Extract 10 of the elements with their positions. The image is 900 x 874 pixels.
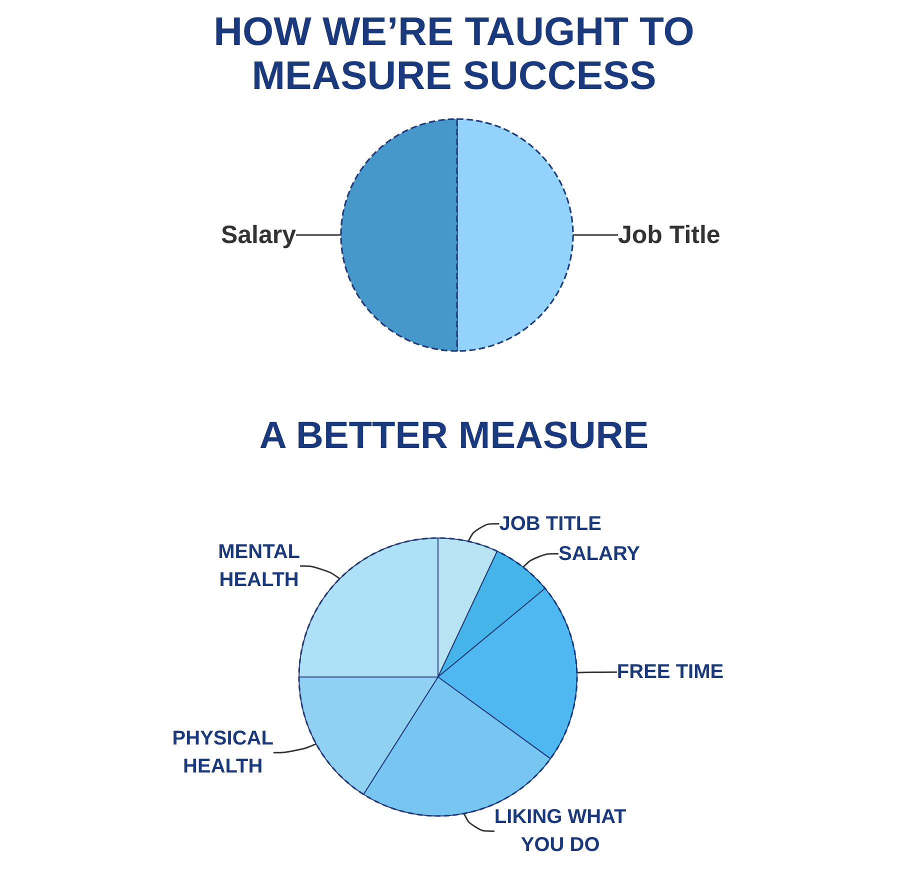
chart-title: A BETTER MEASURE: [258, 415, 650, 458]
slice-label: PHYSICAL HEALTH: [172, 728, 274, 778]
slice-label: LIKING WHAT YOU DO: [494, 806, 626, 856]
slice-label: Salary: [220, 221, 296, 249]
slice-label: SALARY: [558, 542, 641, 565]
chart-title: HOW WE’RE TAUGHT TO MEASURE SUCCESS: [212, 10, 696, 98]
slice-label: MENTAL HEALTH: [218, 540, 300, 591]
slice-label: Job Title: [618, 221, 720, 249]
slice-label: JOB TITLE: [499, 512, 602, 535]
slice-label: FREE TIME: [616, 661, 724, 684]
